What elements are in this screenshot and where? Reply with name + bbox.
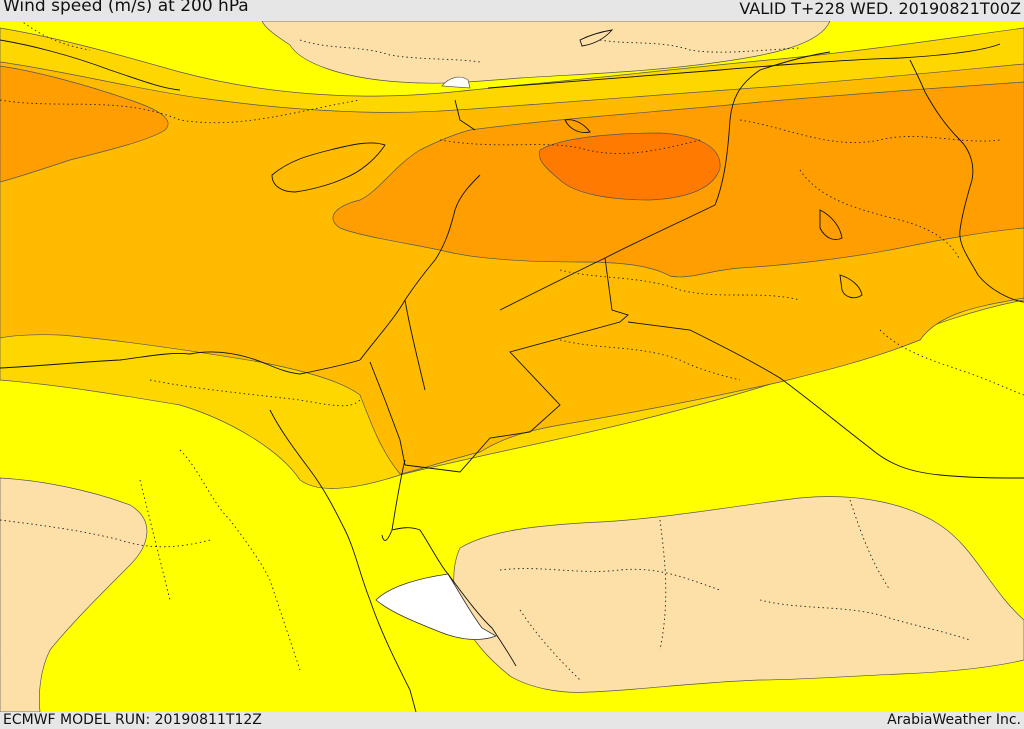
wind-speed-map: [0, 21, 1024, 712]
borders: [369, 51, 1024, 479]
footer-bar: ECMWF MODEL RUN: 20190811T12Z ArabiaWeat…: [0, 712, 1024, 729]
band-pale-southeast: [453, 496, 1024, 693]
header-bar: Wind speed (m/s) at 200 hPa VALID T+228 …: [0, 0, 1024, 21]
band-pale-southwest: [0, 477, 148, 712]
band-orange-core: [538, 132, 721, 201]
coastlines: [0, 29, 1001, 712]
valid-time: VALID T+228 WED. 20190821T00Z: [739, 0, 1021, 18]
model-run: ECMWF MODEL RUN: 20190811T12Z: [3, 712, 262, 728]
white-patch-south: [375, 573, 497, 640]
band-pale-north: [261, 21, 831, 84]
credit-label: ArabiaWeather Inc.: [887, 712, 1021, 728]
band-orange-west: [0, 65, 169, 183]
map-title: Wind speed (m/s) at 200 hPa: [3, 0, 249, 16]
internal-borders: [0, 21, 1024, 681]
white-patch-north: [441, 76, 471, 89]
